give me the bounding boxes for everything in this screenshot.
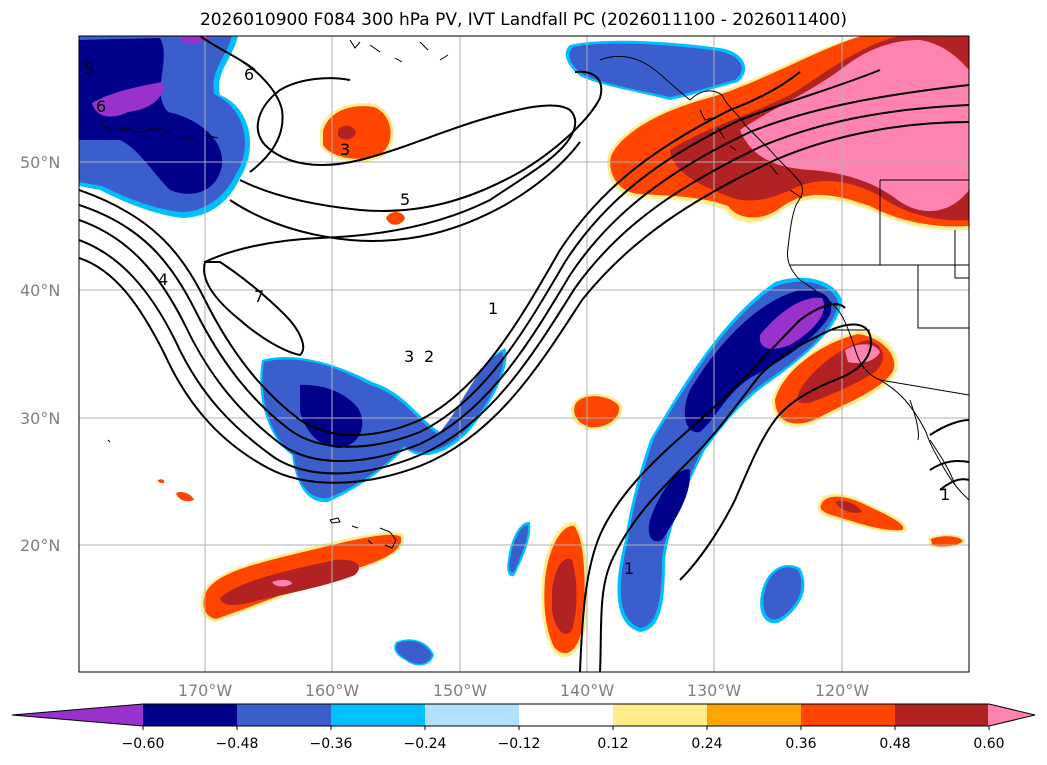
- colorbar-extend-high: [988, 704, 1035, 726]
- pv-contour: [79, 71, 801, 436]
- colorbar-extend-low: [12, 704, 143, 726]
- shading-region: [79, 38, 223, 194]
- border: [790, 179, 969, 329]
- lon-label: 130°W: [687, 681, 742, 700]
- colorbar-tick-label: 0.12: [597, 736, 628, 752]
- contour-label: 1: [488, 299, 498, 318]
- contour-label: 2: [424, 347, 434, 366]
- colorbar-segment: [707, 704, 802, 726]
- colorbar-tick-label: −0.12: [498, 736, 541, 752]
- pv-contour: [79, 69, 881, 448]
- colorbar-segment: [237, 704, 332, 726]
- colorbar: −0.60 −0.48 −0.36 −0.24 −0.12 0.12 0.24 0.36 0.4…: [11, 703, 1036, 752]
- contour-label: 6: [244, 65, 254, 84]
- contour-label: 6: [96, 97, 106, 116]
- shading-region: [552, 558, 577, 634]
- latitude-labels: 50°N 40°N 30°N 20°N: [20, 153, 60, 555]
- colorbar-segment: [519, 704, 614, 726]
- contour-label: 1: [624, 559, 634, 578]
- colorbar-segment: [613, 704, 708, 726]
- pv-contour: [204, 77, 577, 263]
- contour-label: 4: [158, 270, 168, 289]
- gridlines: [79, 36, 969, 672]
- shading-region: [338, 125, 356, 140]
- pv-contour: [79, 121, 969, 484]
- lon-label: 120°W: [815, 681, 870, 700]
- colorbar-segment: [143, 704, 238, 726]
- lat-label: 20°N: [20, 536, 60, 555]
- shading-region: [740, 40, 969, 212]
- colorbar-segment: [425, 704, 520, 726]
- shading-region: [648, 469, 691, 542]
- border: [830, 329, 969, 396]
- coastline: [699, 109, 803, 199]
- contour-label: 5: [400, 190, 410, 209]
- colorbar-tick-label: −0.24: [404, 736, 447, 752]
- shading-region: [574, 396, 620, 428]
- pv-contour: [929, 419, 969, 491]
- pv-contour: [239, 70, 603, 212]
- shading-region: [92, 82, 164, 117]
- colorbar-tick-label: −0.60: [122, 736, 165, 752]
- colorbar-tick-label: 0.48: [879, 736, 910, 752]
- lat-label: 50°N: [20, 153, 60, 172]
- colorbar-tick-label: 0.36: [785, 736, 816, 752]
- lon-label: 170°W: [178, 681, 233, 700]
- pv-contour: [199, 36, 284, 173]
- lat-label: 30°N: [20, 409, 60, 428]
- pv-contour: [579, 303, 846, 672]
- coastline: [107, 439, 341, 524]
- shading-region: [931, 536, 963, 547]
- longitude-labels: 170°W 160°W 150°W 140°W 130°W 120°W: [178, 681, 870, 700]
- colorbar-tick-label: −0.48: [216, 736, 259, 752]
- shading-region: [157, 479, 165, 483]
- pv-contours: [79, 36, 969, 672]
- colorbar-tick-label: 0.24: [691, 736, 722, 752]
- contour-label: 3: [404, 347, 414, 366]
- shading-region: [386, 212, 405, 225]
- map-area: 5 6 6 3 5 4 7 3 2 1 1 1: [79, 36, 969, 672]
- pv-contour: [229, 141, 581, 242]
- colorbar-segment: [801, 704, 896, 726]
- colorbar-tick-label: −0.36: [310, 736, 353, 752]
- lon-label: 150°W: [433, 681, 488, 700]
- coastline: [349, 39, 449, 63]
- lon-label: 160°W: [305, 681, 360, 700]
- positive-anomaly-regions: [157, 36, 969, 658]
- shading-region: [300, 384, 363, 448]
- shading-region: [323, 106, 391, 159]
- colorbar-segment: [331, 704, 426, 726]
- coastline: [599, 55, 691, 101]
- pv-contour: [79, 104, 969, 475]
- negative-anomaly-regions: [79, 36, 842, 666]
- lat-label: 40°N: [20, 281, 60, 300]
- pv-contour: [203, 261, 305, 357]
- contour-label: 3: [340, 140, 350, 159]
- contour-label: 1: [940, 485, 950, 504]
- shading-region: [763, 567, 802, 620]
- coastline: [99, 124, 219, 141]
- pv-contour: [599, 323, 872, 672]
- lon-label: 140°W: [560, 681, 615, 700]
- contour-label: 7: [254, 287, 264, 306]
- shading-region: [509, 524, 529, 573]
- shading-region: [759, 297, 825, 349]
- colorbar-tick-label: 0.60: [973, 736, 1004, 752]
- contour-label: 5: [84, 59, 94, 78]
- shading-region: [396, 640, 432, 664]
- pv-contour: [79, 84, 969, 463]
- map-title: 2026010900 F084 300 hPa PV, IVT Landfall…: [199, 10, 847, 30]
- contour-labels: 5 6 6 3 5 4 7 3 2 1 1 1: [84, 59, 950, 578]
- colorbar-segment: [895, 704, 990, 726]
- shading-region: [272, 579, 292, 587]
- shading-region: [176, 491, 194, 502]
- map-frame: [78, 35, 970, 673]
- shading-region: [620, 281, 838, 628]
- coastline: [351, 525, 397, 549]
